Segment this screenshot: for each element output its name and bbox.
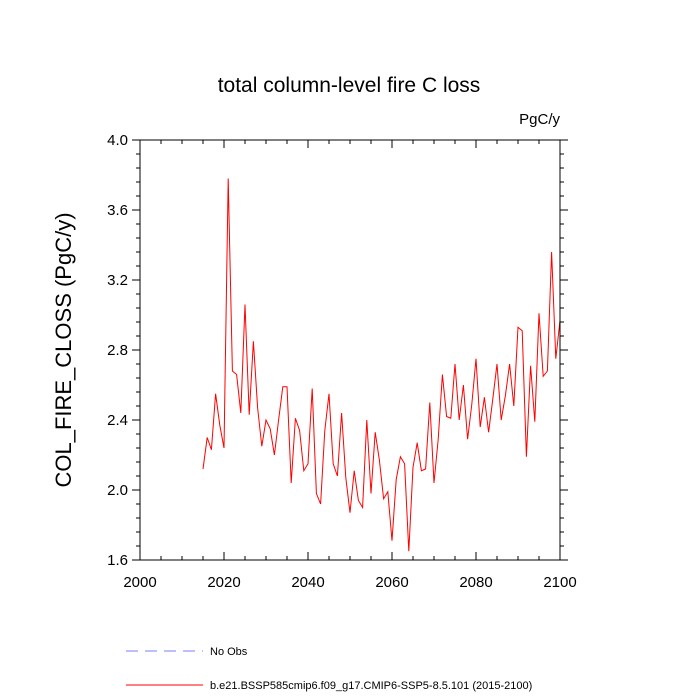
x-tick-label: 2100: [543, 574, 576, 591]
y-axis-label: COL_FIRE_CLOSS (PgC/y): [51, 212, 76, 487]
plot-frame: [139, 139, 561, 561]
x-tick-label: 2060: [375, 574, 408, 591]
legend-label-no-obs: No Obs: [210, 646, 248, 658]
series-line: [202, 178, 561, 552]
legend-label-model: b.e21.BSSP585cmip6.f09_g17.CMIP6-SSP5-8.…: [210, 680, 532, 692]
y-tick-label: 2.0: [107, 482, 128, 499]
legend: No Obs b.e21.BSSP585cmip6.f09_g17.CMIP6-…: [126, 646, 532, 692]
axis-tick-labels: 2000 2020 2040 2060 2080 2100 1.6 2.0 2.4 2.8 3.2 3…: [107, 132, 577, 591]
y-tick-label: 2.4: [107, 412, 128, 429]
y-tick-label: 2.8: [107, 342, 128, 359]
units-label: PgC/y: [519, 111, 560, 128]
series-group: [202, 178, 561, 552]
x-tick-label: 2000: [123, 574, 156, 591]
y-tick-label: 3.2: [107, 272, 128, 289]
axis-ticks: [132, 139, 568, 561]
x-tick-label: 2080: [459, 574, 492, 591]
chart-title: total column-level fire C loss: [218, 74, 481, 97]
y-tick-label: 1.6: [107, 552, 128, 569]
x-tick-label: 2040: [291, 574, 324, 591]
y-tick-label: 3.6: [107, 202, 128, 219]
y-tick-label: 4.0: [107, 132, 128, 149]
x-tick-label: 2020: [207, 574, 240, 591]
